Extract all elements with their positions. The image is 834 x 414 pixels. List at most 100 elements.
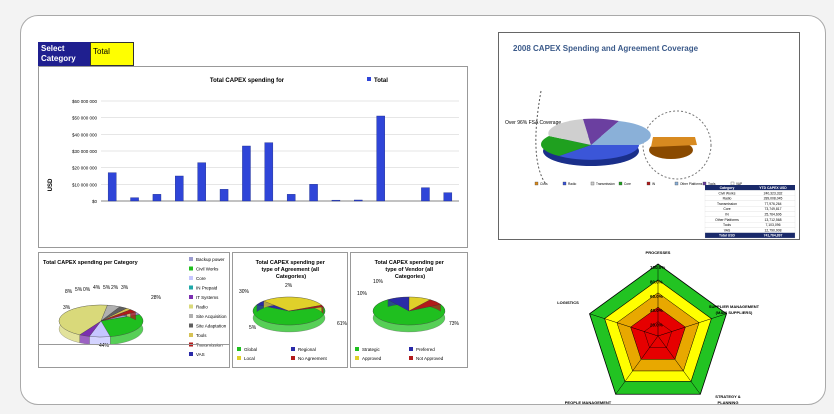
vendor-legend-swatch xyxy=(355,347,359,351)
vendor-pie-slice xyxy=(408,299,441,312)
category-pie-label: 8% xyxy=(65,289,73,295)
bar-y-tick: $50 000 000 xyxy=(72,116,98,121)
coverage-legend-label: Tools xyxy=(708,182,716,186)
radar-tick-label: 40.0% xyxy=(650,308,663,313)
category-legend-swatch xyxy=(189,276,193,280)
bar-mark xyxy=(264,142,274,202)
coverage-table-cell: Other Platforms xyxy=(715,218,739,222)
coverage-legend-label: Core xyxy=(624,182,631,186)
bar-mark xyxy=(354,199,363,202)
coverage-table-row xyxy=(704,232,796,239)
radar-spoke xyxy=(657,335,701,395)
bar-legend-swatch xyxy=(367,77,371,81)
category-legend-label: IT Systems xyxy=(196,295,219,300)
coverage-table-header-cell: YTD CAPEX USD xyxy=(759,186,787,190)
coverage-table-header-cell: Category xyxy=(720,186,735,190)
bar-y-tick: $60 000 000 xyxy=(72,99,98,104)
coverage-callout: Over 96% FSA Coverage xyxy=(505,120,561,126)
coverage-table-cell: 25,764,606 xyxy=(765,213,782,217)
agreement-legend-label: Regional xyxy=(298,347,316,352)
category-pie-label: 4% xyxy=(93,285,101,291)
vendor-pie-chart: Total CAPEX spending per type of Vendor … xyxy=(355,260,460,361)
bar-mark xyxy=(152,194,162,202)
bar-y-tick: $40 000 000 xyxy=(72,132,98,137)
category-legend-swatch xyxy=(189,295,193,299)
bar-mark xyxy=(443,192,453,202)
category-legend-label: Transmission xyxy=(196,343,223,348)
category-value: Total xyxy=(93,47,110,56)
agreement-pie-label: 5% xyxy=(249,325,257,331)
category-legend-swatch xyxy=(189,285,193,290)
coverage-table-cell: 7,103,096 xyxy=(765,223,780,227)
vendor-legend-swatch xyxy=(409,347,413,351)
coverage-legend-swatch xyxy=(730,181,735,186)
bar-legend-label: Total xyxy=(374,78,388,84)
bar-chart-title: Total CAPEX spending for xyxy=(210,78,285,84)
category-pie-label: 5% xyxy=(75,287,83,293)
coverage-table-cell: Core xyxy=(723,207,730,211)
agreement-pie-slice xyxy=(263,296,323,312)
coverage-table-cell: Transmission xyxy=(717,202,737,206)
coverage-table-cell: 12,790,908 xyxy=(765,228,782,232)
vendor-pie-label: 10% xyxy=(357,291,368,297)
coverage-legend-swatch xyxy=(590,181,595,186)
radar-tick-label: 80.0% xyxy=(650,279,663,284)
agreement-pie-chart: Total CAPEX spending per type of Agreeme… xyxy=(237,260,348,361)
coverage-table-cell: 240,323,332 xyxy=(764,191,783,195)
vendor-legend-swatch xyxy=(355,356,359,360)
agreement-legend-swatch xyxy=(237,356,241,360)
category-pie-label: 2% xyxy=(111,285,119,291)
agreement-pie-panel: Total CAPEX spending per type of Agreeme… xyxy=(232,252,348,368)
coverage-table-row xyxy=(704,222,796,228)
coverage-table-cell: 741,764,897 xyxy=(764,234,783,238)
coverage-bracket xyxy=(535,90,546,184)
category-pie-slice xyxy=(100,309,137,322)
bar-chart: Total CAPEX spending for Total USD $0 $10… xyxy=(48,77,459,204)
detail-pie-3d xyxy=(649,137,697,159)
category-dropdown[interactable]: Total xyxy=(90,42,134,66)
radar-spoke xyxy=(657,313,727,337)
detail-pie-top xyxy=(651,137,697,147)
bar-y-tick: $10 000 000 xyxy=(72,182,98,187)
bar-mark xyxy=(130,197,139,202)
radar-axis-label: STRATEGY & PLANNING xyxy=(715,394,741,405)
pie-slice-other xyxy=(591,121,651,145)
bar-chart-panel: Total CAPEX spending for Total USD $0 $10… xyxy=(38,66,468,248)
agreement-legend-label: Local xyxy=(244,356,255,361)
coverage-table-cell: Civil Works xyxy=(719,191,736,195)
radar-axis-label: SUPPLIER MANAGEMENT (MAIN SUPPLIERS) xyxy=(709,304,760,315)
category-legend-label: Backup power xyxy=(196,257,225,262)
radar-axis-label: PEOPLE MANAGEMENT xyxy=(565,400,612,405)
coverage-table-cell: 289,008,045 xyxy=(764,197,783,201)
agreement-pie-label: 2% xyxy=(285,283,293,289)
coverage-table-cell: Radio xyxy=(723,197,732,201)
coverage-table-cell: 77,976,264 xyxy=(765,202,782,206)
category-pie-label: 28% xyxy=(151,295,162,301)
radar-tick-label: 20.0% xyxy=(650,323,663,328)
vendor-legend-label: Strategic xyxy=(362,347,381,352)
bar-mark xyxy=(107,172,117,202)
bar-mark xyxy=(242,145,251,202)
category-pie-footer xyxy=(38,344,230,368)
coverage-table-row xyxy=(704,211,796,217)
category-pie-title: Total CAPEX spending per Category xyxy=(43,260,139,266)
coverage-table-header xyxy=(705,185,795,191)
category-pie-panel: Total CAPEX spending per Category 8% 5% 3%… xyxy=(38,252,230,368)
agreement-legend-swatch xyxy=(237,347,241,351)
bar-mark xyxy=(219,189,229,202)
bar-y-axis-label: USD xyxy=(48,178,54,191)
coverage-table-cell: IN xyxy=(725,213,729,217)
radar-tick-label: 60.0% xyxy=(650,294,663,299)
coverage-legend-label: Other Platforms xyxy=(680,182,703,186)
category-legend-label: VAS xyxy=(196,352,205,357)
pie-slice-core xyxy=(583,118,619,145)
radar-spoke xyxy=(589,313,659,337)
coverage-legend-label: Radio xyxy=(568,182,577,186)
agreement-pie-label: 30% xyxy=(239,289,250,295)
vendor-legend-label: Approved xyxy=(362,356,382,361)
vendor-pie-label: 73% xyxy=(449,321,460,327)
agreement-legend-label: Global xyxy=(244,347,257,352)
vendor-legend-label: Not Approved xyxy=(416,356,444,361)
radar-tick-label: 100.0% xyxy=(650,265,665,270)
pie-slice-transmission xyxy=(541,136,591,156)
